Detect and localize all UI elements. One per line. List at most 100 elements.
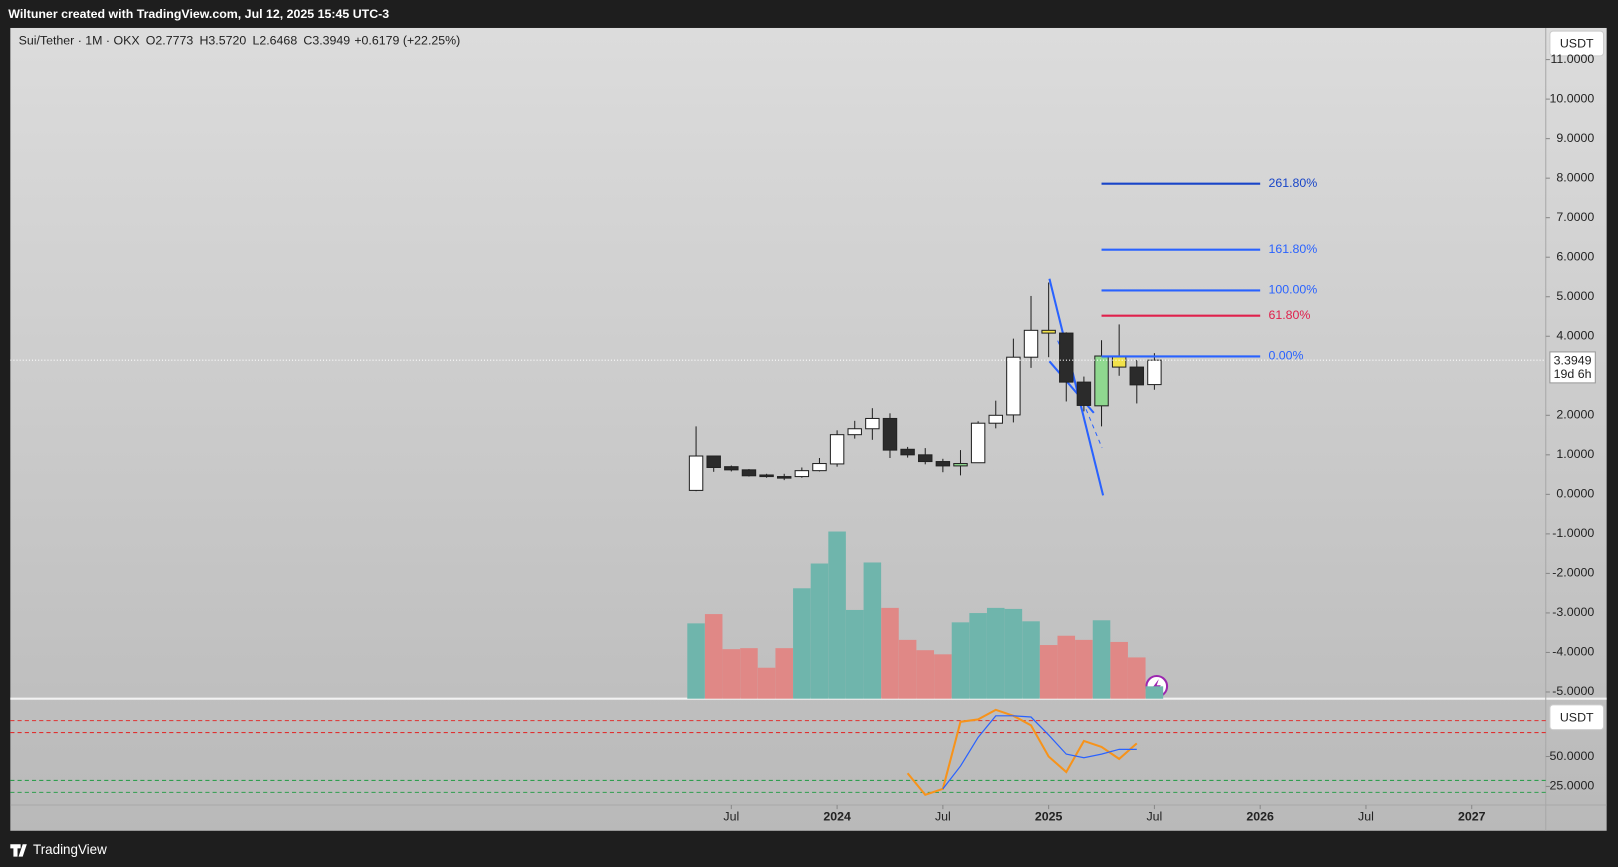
trend-line: [1048, 278, 1105, 496]
volume-bar: [951, 622, 970, 699]
volume-bar: [1075, 639, 1093, 699]
x-tick-label: 2025: [1035, 810, 1063, 824]
y-tick-label: 2.0000: [1556, 408, 1594, 422]
candle-body: [794, 470, 810, 478]
candle-body: [1006, 356, 1021, 416]
legend-high: H3.5720: [199, 34, 246, 48]
volume-bar: [845, 609, 864, 699]
x-tick-label: Jul: [1146, 810, 1162, 824]
y-tick-label: 9.0000: [1556, 131, 1594, 145]
oscillator-line: [906, 708, 1138, 797]
candle-body: [882, 417, 898, 451]
candle-body: [1023, 329, 1039, 358]
y-tick-label: 11.0000: [1550, 52, 1594, 66]
candle-body: [1059, 332, 1074, 383]
volume-bar: [793, 588, 811, 699]
candle-body: [759, 474, 774, 478]
volume-bar: [687, 623, 705, 699]
y-tick-label: -3.0000: [1552, 605, 1594, 619]
currency-label: USDT: [1560, 37, 1594, 51]
fib-label: 61.80%: [1268, 308, 1310, 322]
x-tick-label: Jul: [935, 810, 951, 824]
legend-symbol: Sui/Tether · 1M · OKX: [19, 34, 140, 48]
y-tick-label: 1.0000: [1556, 447, 1594, 461]
candle-body: [865, 417, 880, 430]
candle-body: [953, 463, 968, 467]
oscillator-line: [942, 715, 1137, 790]
last-price-label: 3.3949: [1554, 353, 1592, 367]
candle-body: [724, 466, 739, 471]
currency-button[interactable]: [1549, 704, 1605, 731]
volume-bar: [740, 648, 758, 699]
candle-body: [1076, 381, 1092, 406]
countdown: 19d 6h: [1554, 367, 1592, 381]
y-tick-label: -2.0000: [1552, 566, 1594, 580]
y-tick-label: 10.0000: [1550, 91, 1595, 105]
x-tick-label: 2026: [1246, 810, 1274, 824]
volume-bar: [1004, 608, 1023, 699]
candle-body: [970, 422, 986, 464]
candle-body: [918, 454, 933, 463]
candle-body: [706, 455, 721, 468]
fib-label: 161.80%: [1268, 242, 1317, 256]
candle-body: [1147, 359, 1162, 386]
volume-bar: [934, 654, 952, 699]
brand: TradingView: [33, 842, 107, 857]
legend-change: +0.6179 (+22.25%): [354, 34, 460, 48]
volume-bar: [757, 667, 776, 699]
y-tick-label: -5.0000: [1552, 684, 1594, 698]
volume-bar: [1039, 645, 1058, 699]
candle-body: [1041, 329, 1056, 334]
volume-bar: [881, 607, 899, 699]
candle-body: [988, 414, 1003, 424]
plot: 11.0000 10.0000 9.0000 8.0000 7.0000 6.0000 5.…: [10, 52, 1596, 824]
candle-body: [935, 461, 951, 467]
y-tick-label: 8.0000: [1556, 170, 1594, 184]
x-tick-label: Jul: [1358, 810, 1374, 824]
fib-label: 261.80%: [1268, 176, 1317, 190]
candle-body: [1129, 366, 1145, 386]
volume-bar: [1092, 620, 1111, 699]
last-price-tag: [1549, 351, 1596, 384]
candle-body: [1094, 355, 1109, 407]
volume-bar: [986, 607, 1005, 699]
volume-bar: [1022, 621, 1040, 699]
volume-bar: [775, 648, 793, 699]
currency-label: USDT: [1560, 711, 1594, 725]
candle-body: [688, 455, 704, 491]
candle-body: [812, 463, 827, 472]
volume-bar: [828, 531, 846, 699]
x-tick-label: Jul: [723, 810, 739, 824]
y-tick-label: 50.0000: [1550, 749, 1595, 763]
volume-bar: [1110, 641, 1128, 699]
volume-bar: [722, 649, 741, 699]
volume-bar: [898, 639, 917, 699]
candle-body: [776, 476, 792, 479]
currency-button[interactable]: [1549, 30, 1605, 57]
candle-body: [741, 469, 757, 477]
y-tick-label: 0.0000: [1556, 487, 1594, 501]
volume-bar: [916, 650, 935, 699]
chart-area: [10, 27, 1607, 831]
volume-bar: [1057, 635, 1076, 699]
volume-bar: [969, 613, 987, 699]
fib-label: 0.00%: [1268, 349, 1303, 363]
volume-bar: [1128, 657, 1146, 699]
y-tick-label: -4.0000: [1552, 645, 1594, 659]
volume-bar: [863, 562, 882, 699]
volume-bar: [1145, 686, 1164, 699]
y-tick-label: -1.0000: [1552, 526, 1594, 540]
x-tick-label: 2024: [823, 810, 851, 824]
legend-low: L2.6468: [252, 34, 297, 48]
legend-open: O2.7773: [146, 34, 194, 48]
volume-bar: [704, 614, 723, 699]
fib-label: 100.00%: [1268, 283, 1317, 297]
candle-body: [829, 434, 845, 465]
brand-logo: [10, 844, 27, 857]
candle-body: [847, 428, 862, 436]
legend-close: C3.3949: [303, 34, 350, 48]
candle-body: [900, 448, 915, 456]
volume-bar: [810, 563, 829, 699]
